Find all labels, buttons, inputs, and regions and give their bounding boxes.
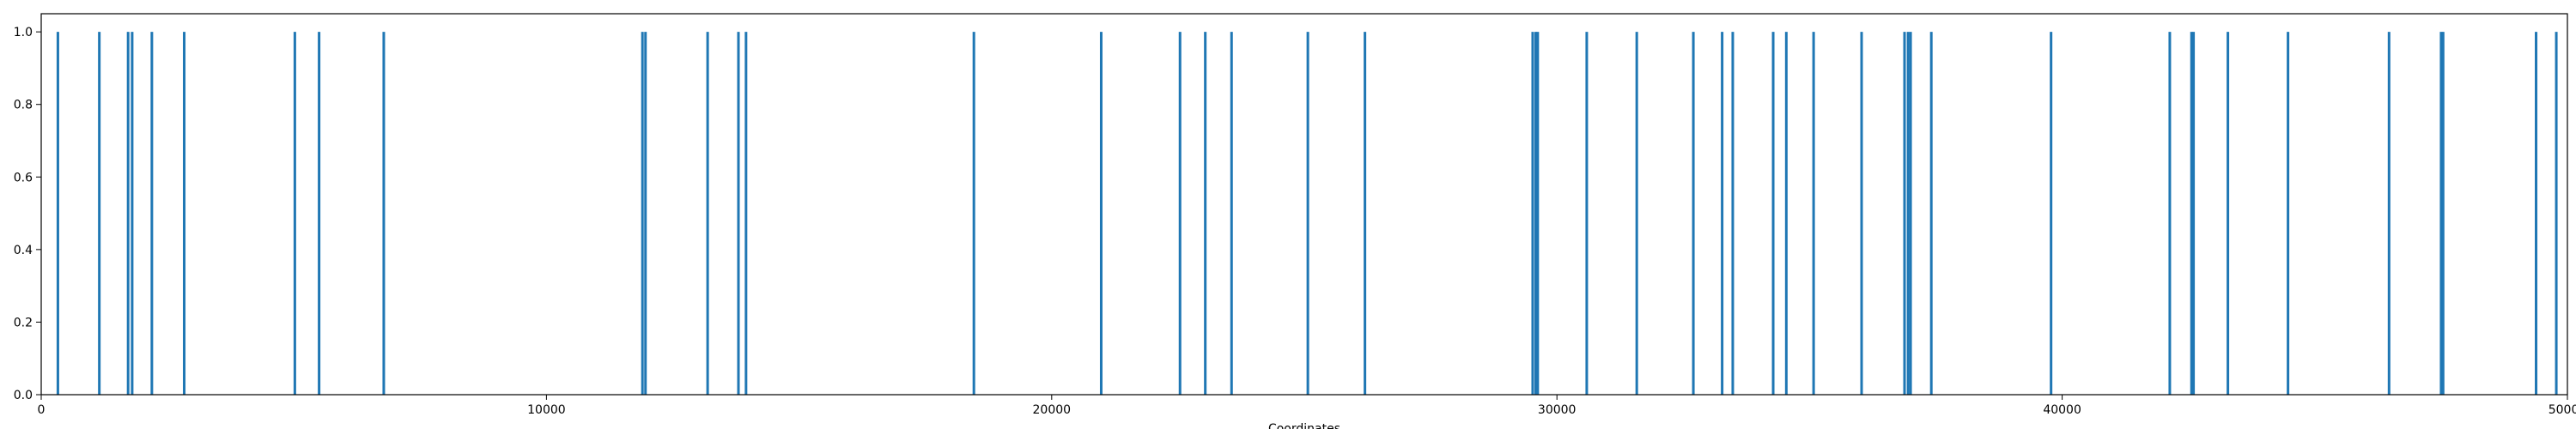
x-tick-label: 10000 bbox=[527, 403, 566, 417]
bar bbox=[1230, 32, 1233, 395]
bar bbox=[2287, 32, 2290, 395]
bar bbox=[2227, 32, 2230, 395]
y-tick-label: 0.0 bbox=[14, 389, 33, 402]
bar bbox=[1585, 32, 1589, 395]
bar bbox=[2050, 32, 2053, 395]
bar bbox=[98, 32, 101, 395]
bar bbox=[1692, 32, 1695, 395]
bar bbox=[1099, 32, 1103, 395]
bar bbox=[1204, 32, 1207, 395]
bar bbox=[1906, 32, 1910, 395]
bar bbox=[56, 32, 59, 395]
bar bbox=[744, 32, 748, 395]
bar bbox=[1306, 32, 1309, 395]
bar bbox=[2555, 32, 2558, 395]
bar bbox=[972, 32, 975, 395]
bar bbox=[1364, 32, 1367, 395]
bar bbox=[293, 32, 296, 395]
bar bbox=[737, 32, 740, 395]
bar bbox=[644, 32, 647, 395]
bar bbox=[131, 32, 134, 395]
bar bbox=[2441, 32, 2445, 395]
bar bbox=[641, 32, 644, 395]
bar bbox=[1635, 32, 1638, 395]
y-tick-label: 0.8 bbox=[14, 99, 33, 112]
x-tick-label: 20000 bbox=[1033, 403, 1072, 417]
x-tick-label: 30000 bbox=[1538, 403, 1577, 417]
bar bbox=[2535, 32, 2538, 395]
x-axis-label: Coordinates bbox=[1268, 422, 1340, 429]
bar bbox=[1531, 32, 1534, 395]
y-axis-ticks: 0.0 0.2 0.4 0.6 0.8 1.0 bbox=[14, 26, 41, 402]
bar bbox=[318, 32, 321, 395]
x-tick-label: 0 bbox=[38, 403, 46, 417]
bar bbox=[706, 32, 709, 395]
bar bbox=[2439, 32, 2443, 395]
bar bbox=[1903, 32, 1906, 395]
bar bbox=[126, 32, 130, 395]
bar bbox=[1771, 32, 1775, 395]
y-tick-label: 0.4 bbox=[14, 244, 33, 257]
bar bbox=[1909, 32, 1912, 395]
bar bbox=[1721, 32, 1724, 395]
x-tick-label: 40000 bbox=[2043, 403, 2081, 417]
bar bbox=[1178, 32, 1182, 395]
bar bbox=[1731, 32, 1735, 395]
bar bbox=[382, 32, 386, 395]
bar bbox=[1784, 32, 1788, 395]
bar bbox=[183, 32, 186, 395]
plot-frame bbox=[40, 13, 2568, 396]
y-tick-label: 1.0 bbox=[14, 26, 33, 39]
bar bbox=[2168, 32, 2172, 395]
bars-group bbox=[56, 32, 2558, 395]
bar bbox=[2192, 32, 2196, 395]
bar bbox=[1812, 32, 1815, 395]
bar bbox=[2190, 32, 2193, 395]
bar bbox=[1536, 32, 1540, 395]
bar bbox=[1929, 32, 1933, 395]
bar bbox=[2387, 32, 2391, 395]
bar bbox=[1534, 32, 1537, 395]
bar bbox=[1860, 32, 1863, 395]
y-tick-label: 0.6 bbox=[14, 171, 33, 184]
y-tick-label: 0.2 bbox=[14, 316, 33, 329]
bar bbox=[150, 32, 154, 395]
